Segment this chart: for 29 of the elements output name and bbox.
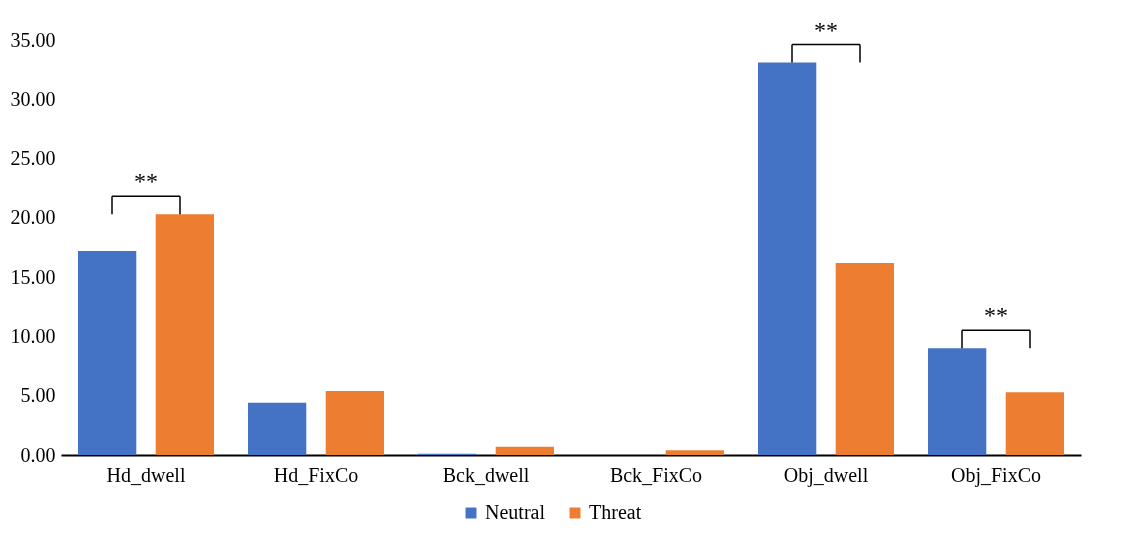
bar	[155, 214, 214, 455]
x-tick-label: Bck_FixCo	[609, 463, 703, 486]
bar	[665, 450, 724, 455]
bar	[248, 402, 307, 455]
x-tick-label: Hd_FixCo	[273, 463, 359, 486]
legend-label: Neutral	[485, 501, 546, 523]
y-tick-label: 5.00	[20, 384, 56, 407]
bar	[1005, 392, 1064, 455]
y-tick-label: 20.00	[10, 206, 56, 229]
x-tick-label: Obj_FixCo	[950, 463, 1042, 487]
x-tick-label: Bck_dwell	[442, 463, 530, 486]
bar	[78, 251, 137, 455]
y-tick-label: 0.00	[20, 443, 56, 466]
annotation: **	[984, 302, 1008, 329]
bar	[495, 446, 554, 455]
bar	[835, 262, 894, 455]
y-tick-label: 25.00	[10, 147, 56, 170]
bar	[928, 348, 987, 455]
y-tick-label: 15.00	[10, 265, 56, 288]
x-tick-label: Obj_dwell	[783, 463, 869, 487]
y-tick-label: 10.00	[10, 324, 56, 347]
bar	[758, 62, 817, 455]
legend-label: Threat	[589, 501, 642, 523]
x-tick-label: Hd_dwell	[106, 463, 186, 486]
annotation: **	[134, 168, 158, 195]
y-tick-label: 30.00	[10, 87, 56, 110]
y-tick-label: 35.00	[10, 28, 56, 51]
annotation: **	[814, 16, 838, 43]
bar	[325, 390, 384, 455]
